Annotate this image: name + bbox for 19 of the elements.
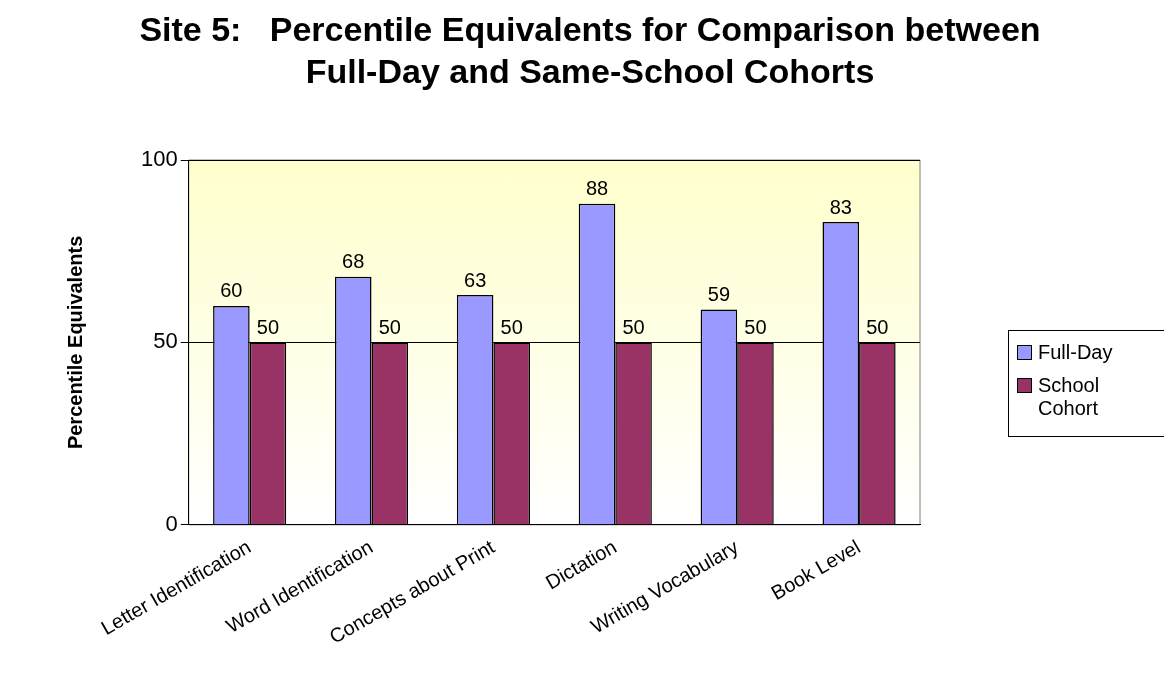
data-label: 50 [500,315,523,338]
data-label: 60 [220,279,243,302]
chart-title: Site 5: Percentile Equivalents for Comparison between Full-Day and Same-School Cohorts [138,9,1042,92]
data-label: 50 [256,315,280,338]
data-label: 50 [378,315,401,338]
y-tick-label: 50 [153,328,178,354]
y-axis-title: Percentile Equivalents [63,235,86,450]
data-label: 63 [464,268,487,291]
data-label: 83 [829,195,852,218]
y-tick-label: 0 [165,510,178,536]
data-label: 50 [866,315,889,338]
legend-label: School Cohort [1038,374,1101,420]
y-tick-label: 100 [140,146,178,172]
text: Full-Day [1038,341,1113,364]
data-label: 68 [342,250,365,273]
data-label: 50 [622,315,645,338]
data-label: 59 [707,283,731,306]
data-label: 50 [744,315,767,338]
data-label: 88 [585,177,609,200]
